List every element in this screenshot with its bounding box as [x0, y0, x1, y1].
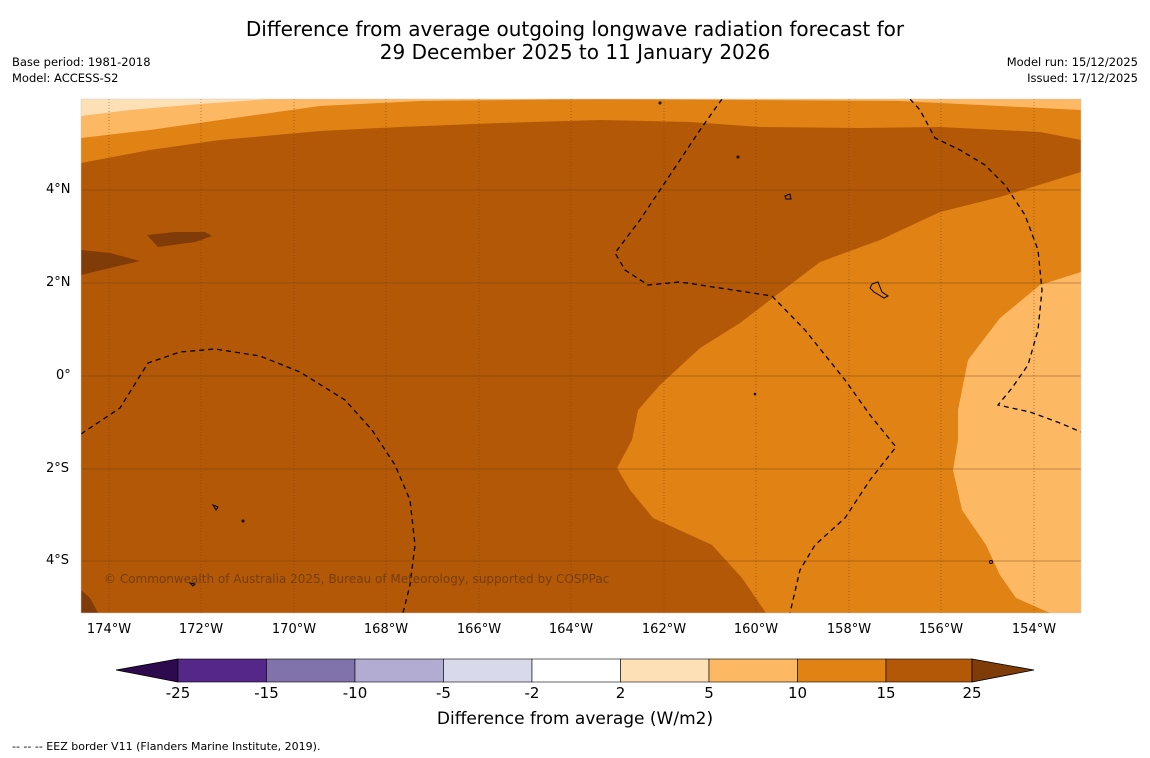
colorbar-segment	[266, 658, 356, 683]
lon-label: 160°W	[733, 622, 779, 637]
colorbar-tick: -10	[342, 684, 368, 702]
lon-label: 162°W	[641, 622, 687, 637]
lat-label: 0°	[56, 368, 71, 383]
lon-label: 166°W	[456, 622, 502, 637]
colorbar-segment	[797, 658, 887, 683]
lon-label: 164°W	[548, 622, 594, 637]
island-marker	[869, 281, 889, 299]
model-run-text: Model run: 15/12/2025	[1006, 55, 1138, 69]
colorbar-segment	[443, 658, 533, 683]
lon-label: 154°W	[1011, 622, 1057, 637]
colorbar-title: Difference from average (W/m2)	[436, 709, 714, 729]
map-plot-area	[81, 99, 1081, 613]
islands	[188, 101, 993, 587]
lat-label: 2°S	[46, 461, 70, 476]
colorbar-tick: 25	[962, 684, 982, 702]
lat-label: 2°N	[46, 275, 71, 290]
lon-label: 170°W	[271, 622, 317, 637]
eez-borders	[81, 99, 1081, 613]
anomaly-region-5-10-east	[953, 272, 1081, 613]
colorbar-segment	[531, 658, 621, 683]
title-line-2: 29 December 2025 to 11 January 2026	[379, 40, 771, 64]
island-marker	[658, 101, 662, 105]
anomaly-region-25-plus-islet	[147, 232, 212, 247]
colorbar-extend-low	[115, 658, 179, 683]
copyright-notice: © Commonwealth of Australia 2025, Bureau…	[104, 572, 610, 586]
colorbar-segment	[177, 658, 267, 683]
island-marker	[989, 560, 993, 564]
model-text: Model: ACCESS-S2	[12, 71, 119, 85]
island-marker	[784, 193, 792, 200]
colorbar	[115, 658, 1035, 683]
colorbar-tick: 5	[704, 684, 714, 702]
colorbar-segment	[354, 658, 444, 683]
colorbar-tick: -5	[436, 684, 451, 702]
island-marker	[241, 519, 245, 523]
colorbar-tick: -2	[524, 684, 540, 702]
meta-right: Model run: 15/12/2025 Issued: 17/12/2025	[1007, 54, 1138, 86]
base-period-text: Base period: 1981-2018	[12, 55, 151, 69]
island-marker	[753, 392, 757, 396]
map-frame	[80, 98, 1082, 614]
lon-label: 174°W	[86, 622, 132, 637]
eez-border-central	[614, 99, 897, 613]
colorbar-segment	[620, 658, 710, 683]
colorbar-tick: -25	[165, 684, 191, 702]
anomaly-region-10-15-north	[81, 99, 1081, 163]
island-marker	[736, 155, 740, 159]
colorbar-segment	[708, 658, 798, 683]
island-marker	[188, 582, 197, 587]
lon-label: 156°W	[918, 622, 964, 637]
anomaly-region-2-5-north	[81, 99, 270, 116]
colorbar-tick: -15	[254, 684, 279, 702]
lon-label: 172°W	[178, 622, 224, 637]
eez-legend-note: -- -- -- EEZ border V11 (Flanders Marine…	[12, 740, 321, 753]
lon-label: 168°W	[363, 622, 409, 637]
eez-border-east	[909, 99, 1081, 433]
anomaly-region-25-plus-west	[81, 250, 140, 275]
colorbar-segment	[885, 658, 973, 683]
lat-label: 4°N	[46, 182, 71, 197]
eez-border-west	[81, 348, 416, 613]
colorbar-tick: 10	[787, 684, 808, 702]
colorbar-extend-high	[971, 658, 1035, 683]
island-marker	[211, 503, 219, 511]
lon-label: 158°W	[826, 622, 872, 637]
title-line-1: Difference from average outgoing longwav…	[245, 17, 905, 41]
meta-left: Base period: 1981-2018 Model: ACCESS-S2	[12, 54, 151, 86]
colorbar-tick: 2	[615, 684, 626, 702]
anomaly-region-25-plus-southwest	[81, 590, 98, 613]
latitude-gridlines	[81, 189, 1081, 562]
issued-text: Issued: 17/12/2025	[1027, 71, 1138, 85]
lat-label: 4°S	[46, 553, 70, 568]
chart-title: Difference from average outgoing longwav…	[0, 18, 1150, 64]
colorbar-tick: 15	[876, 684, 896, 702]
